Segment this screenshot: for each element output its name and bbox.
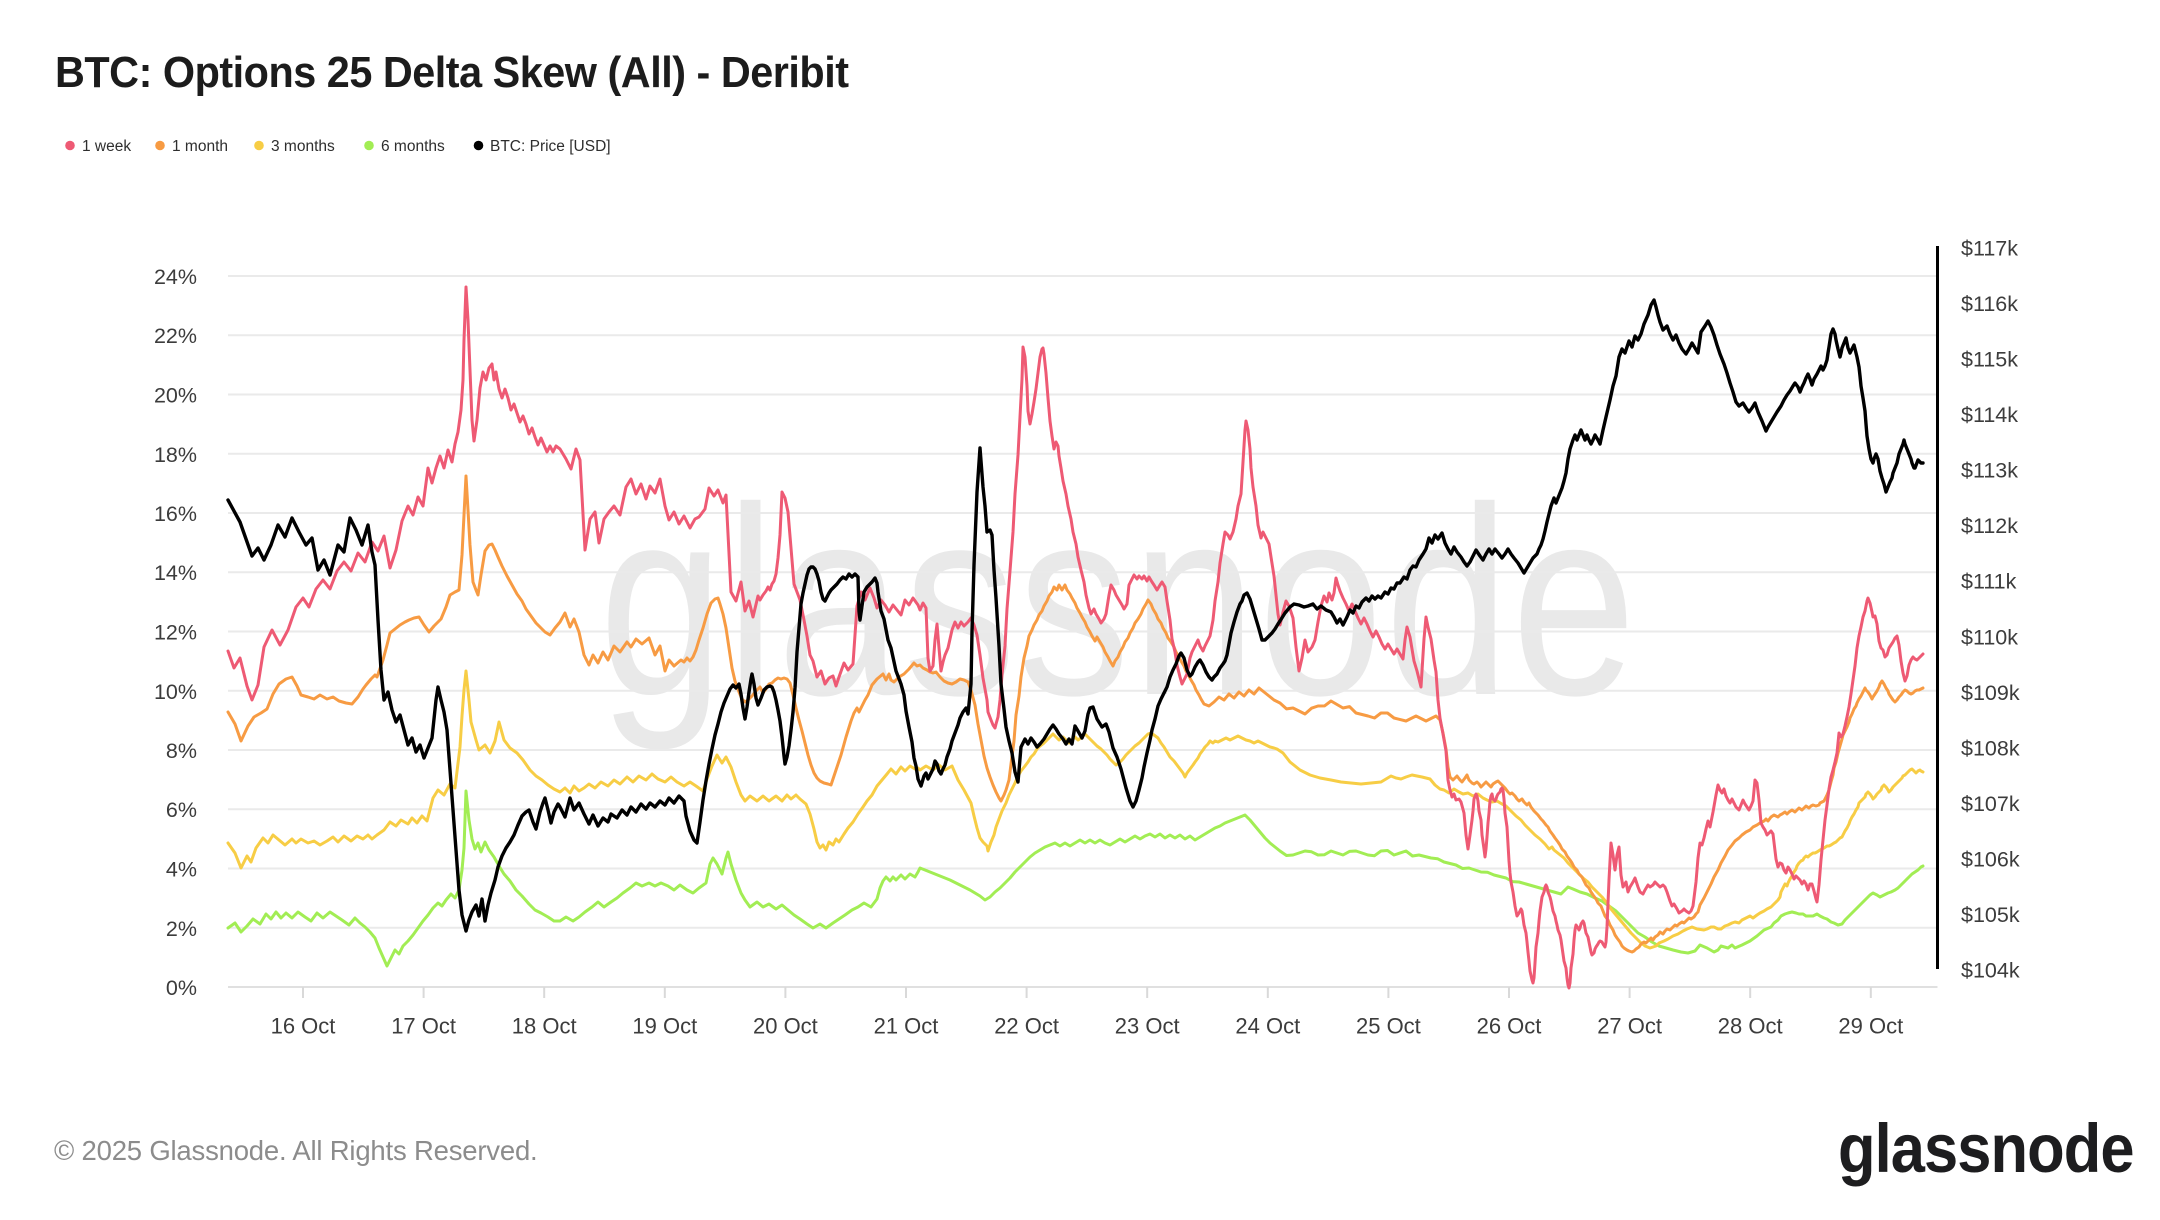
svg-text:22%: 22% [154,324,197,348]
svg-text:24%: 24% [154,265,197,289]
svg-text:0%: 0% [166,976,197,1000]
svg-text:14%: 14% [154,561,197,585]
svg-text:16%: 16% [154,502,197,526]
svg-text:$105k: $105k [1961,903,2020,927]
svg-text:BTC: Options 25 Delta Skew (Al: BTC: Options 25 Delta Skew (All) - Derib… [55,48,849,97]
svg-text:25 Oct: 25 Oct [1356,1014,1421,1039]
svg-text:3 months: 3 months [271,138,335,155]
svg-text:1 week: 1 week [82,138,131,155]
svg-text:glassnode: glassnode [1838,1110,2134,1187]
svg-text:28 Oct: 28 Oct [1718,1014,1783,1039]
svg-text:22 Oct: 22 Oct [994,1014,1059,1039]
svg-text:20%: 20% [154,384,197,408]
svg-text:26 Oct: 26 Oct [1477,1014,1542,1039]
svg-text:20 Oct: 20 Oct [753,1014,818,1039]
svg-text:23 Oct: 23 Oct [1115,1014,1180,1039]
svg-text:1 month: 1 month [172,138,228,155]
svg-text:6%: 6% [166,798,197,822]
svg-text:$107k: $107k [1961,792,2020,816]
svg-text:$113k: $113k [1961,459,2018,483]
svg-text:$111k: $111k [1961,570,2017,594]
svg-text:$116k: $116k [1961,292,2018,316]
svg-text:$108k: $108k [1961,736,2020,760]
svg-text:$106k: $106k [1961,847,2020,871]
svg-text:18 Oct: 18 Oct [512,1014,577,1039]
svg-text:$114k: $114k [1961,403,2018,427]
svg-text:17 Oct: 17 Oct [391,1014,456,1039]
svg-text:$109k: $109k [1961,681,2020,705]
svg-text:21 Oct: 21 Oct [874,1014,939,1039]
svg-text:$117k: $117k [1961,237,2018,261]
svg-text:$115k: $115k [1961,348,2018,372]
svg-text:$110k: $110k [1961,625,2018,649]
svg-text:12%: 12% [154,621,197,645]
svg-text:$104k: $104k [1961,959,2020,983]
svg-text:8%: 8% [166,739,197,763]
svg-text:16 Oct: 16 Oct [271,1014,336,1039]
svg-text:18%: 18% [154,443,197,467]
svg-text:10%: 10% [154,680,197,704]
svg-text:glassnode: glassnode [599,452,1638,751]
svg-text:19 Oct: 19 Oct [632,1014,697,1039]
svg-text:29 Oct: 29 Oct [1838,1014,1903,1039]
svg-text:6 months: 6 months [381,138,445,155]
svg-text:27 Oct: 27 Oct [1597,1014,1662,1039]
svg-text:4%: 4% [166,858,197,882]
svg-text:BTC: Price [USD]: BTC: Price [USD] [490,138,611,155]
svg-text:2%: 2% [166,917,197,941]
svg-text:$112k: $112k [1961,514,2018,538]
svg-text:© 2025 Glassnode. All Rights R: © 2025 Glassnode. All Rights Reserved. [54,1135,537,1166]
svg-text:24 Oct: 24 Oct [1235,1014,1300,1039]
